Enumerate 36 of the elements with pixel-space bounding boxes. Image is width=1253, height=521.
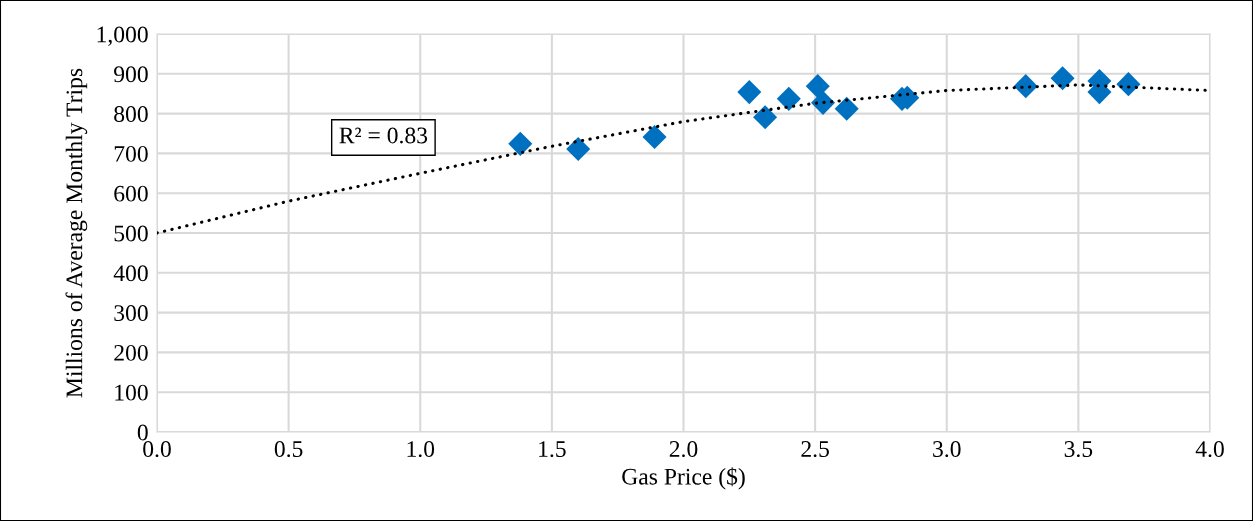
y-tick-label: 0: [137, 424, 148, 441]
y-tick-label: 300: [114, 305, 148, 322]
point: [834, 96, 859, 121]
y-tick-label: 800: [114, 106, 148, 123]
x-axis-title: Gas Price ($): [622, 467, 745, 490]
point: [642, 125, 667, 150]
point: [1116, 72, 1141, 97]
point: [1013, 74, 1038, 99]
y-tick-label: 700: [114, 145, 148, 162]
annotation: R² = 0.83: [339, 127, 428, 144]
y-tick-label: 600: [114, 185, 148, 202]
y-tick-label: 100: [115, 384, 148, 401]
point: [810, 90, 836, 115]
x-tick-label: 3.0: [933, 441, 961, 458]
y-tick-label: 200: [114, 344, 148, 361]
point: [753, 105, 778, 130]
point: [508, 131, 533, 156]
y-axis-title: Millions of Average Monthly Trips: [65, 68, 88, 398]
y-tick-label: 400: [113, 265, 148, 282]
x-tick-label: 0.5: [274, 441, 303, 458]
x-tick-label: 2.0: [669, 441, 698, 458]
point: [805, 74, 830, 99]
y-tick-label: 500: [114, 225, 148, 242]
x-tick-label: 1.0: [407, 441, 435, 458]
x-tick-label: 1.5: [539, 441, 566, 458]
line-series: [157, 83, 1210, 235]
point: [737, 80, 762, 105]
y-tick-label: 900: [114, 66, 148, 83]
x-tick-label: 3.5: [1064, 441, 1093, 458]
point: [1050, 66, 1075, 91]
point: [776, 86, 801, 111]
x-tick-label: 4.0: [1195, 441, 1224, 458]
y-tick-label: 1,000: [97, 26, 148, 46]
x-tick-label: 2.5: [801, 441, 829, 458]
x-tick-label: 0.0: [143, 441, 171, 458]
point: [566, 136, 591, 162]
